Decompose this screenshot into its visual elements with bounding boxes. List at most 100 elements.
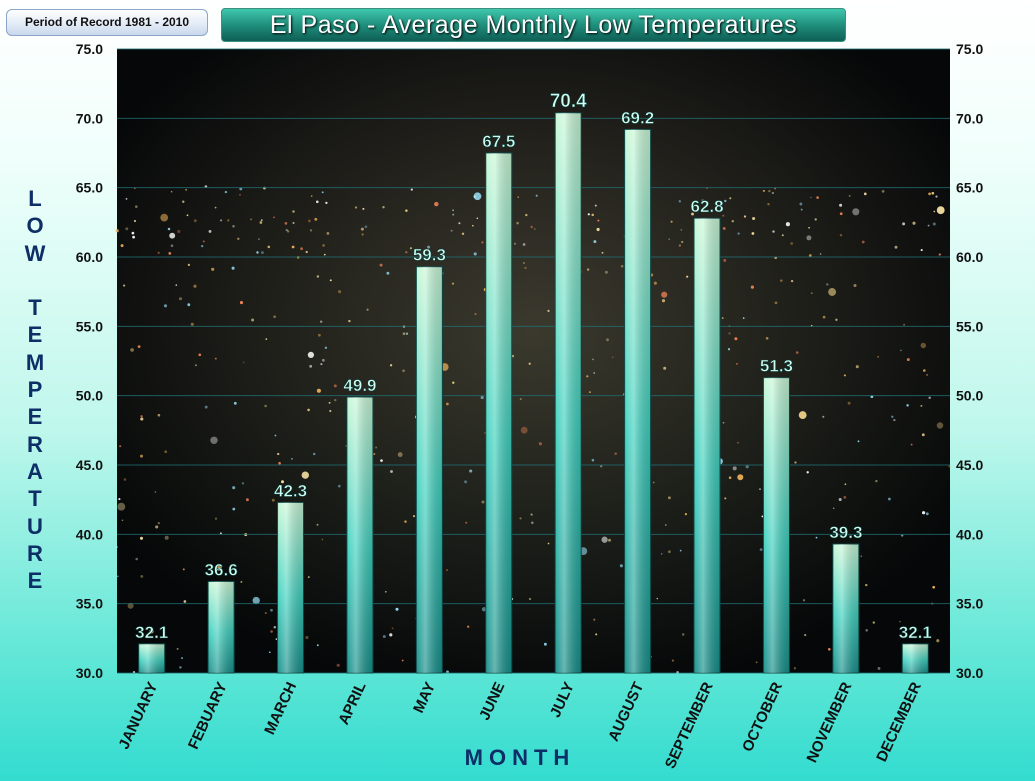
- city-light: [232, 225, 235, 228]
- city-light: [348, 319, 351, 323]
- bar-value-label: 36.6: [205, 560, 238, 579]
- bar-value-label: 59.3: [413, 246, 446, 265]
- city-light: [140, 415, 143, 418]
- city-light: [190, 322, 194, 326]
- bar-value-label: 42.3: [274, 481, 307, 500]
- city-light: [405, 209, 408, 212]
- city-light: [863, 192, 867, 196]
- y-axis-label-letter: L: [28, 186, 42, 211]
- x-tick-label: MAY: [410, 680, 439, 716]
- y-tick-label-right: 65.0: [956, 180, 983, 196]
- city-light: [275, 638, 278, 640]
- city-light: [133, 219, 137, 223]
- city-light: [164, 535, 169, 540]
- city-light: [267, 245, 271, 249]
- bar-shine: [763, 377, 790, 673]
- city-light: [899, 620, 901, 623]
- y-tick-label: 55.0: [76, 318, 103, 334]
- city-light: [877, 356, 879, 358]
- city-light: [652, 481, 655, 484]
- city-light: [179, 297, 182, 301]
- x-axis-label: MONTH: [464, 745, 576, 770]
- city-light: [361, 233, 364, 236]
- city-light: [606, 338, 609, 342]
- city-light: [513, 242, 517, 245]
- city-light: [334, 398, 337, 402]
- bar-shine: [208, 581, 235, 673]
- chart-title: El Paso - Average Monthly Low Temperatur…: [221, 8, 846, 42]
- city-light: [181, 657, 183, 660]
- city-light: [384, 590, 387, 593]
- city-light: [177, 229, 181, 234]
- city-light: [661, 291, 668, 298]
- city-light: [799, 202, 803, 206]
- y-axis-label-letter: W: [24, 240, 46, 266]
- city-light: [241, 482, 245, 485]
- city-light: [307, 408, 310, 412]
- city-light: [405, 250, 408, 254]
- city-light: [323, 253, 326, 256]
- city-light: [855, 365, 859, 369]
- city-light: [239, 187, 243, 191]
- x-tick-label: SEPTEMBER: [662, 679, 717, 771]
- city-light: [808, 254, 812, 257]
- city-light: [853, 283, 857, 288]
- city-light: [284, 222, 288, 225]
- city-light: [681, 240, 684, 244]
- city-light: [452, 381, 455, 384]
- city-light: [382, 635, 386, 638]
- city-light: [814, 218, 817, 221]
- city-light: [723, 258, 727, 262]
- city-light: [164, 450, 168, 454]
- city-light: [664, 524, 667, 526]
- y-tick-label: 65.0: [76, 180, 103, 196]
- city-light: [538, 442, 542, 446]
- y-tick-label-right: 75.0: [956, 41, 983, 57]
- city-light: [182, 200, 185, 203]
- city-light: [467, 625, 470, 628]
- city-light: [901, 534, 904, 537]
- city-light: [329, 279, 332, 282]
- city-light: [301, 471, 309, 479]
- city-light: [242, 361, 245, 364]
- y-tick-label: 30.0: [76, 665, 103, 681]
- city-light: [839, 203, 843, 207]
- y-tick-label: 60.0: [76, 249, 103, 265]
- city-light: [530, 513, 533, 516]
- city-light: [875, 479, 878, 483]
- city-light: [308, 219, 311, 223]
- city-light: [743, 215, 747, 218]
- city-light: [800, 208, 803, 211]
- city-light: [389, 364, 393, 367]
- city-light: [140, 417, 144, 421]
- city-light: [168, 252, 172, 255]
- city-light: [722, 214, 725, 217]
- city-light: [768, 189, 771, 193]
- city-light: [822, 415, 825, 418]
- city-light: [701, 199, 704, 202]
- y-tick-label-right: 30.0: [956, 665, 983, 681]
- city-light: [656, 597, 659, 600]
- city-light: [765, 336, 769, 340]
- city-light: [865, 583, 868, 587]
- city-light: [531, 521, 534, 525]
- city-light: [528, 362, 531, 365]
- y-tick-label: 75.0: [76, 41, 103, 57]
- city-light: [123, 478, 127, 481]
- city-light: [872, 621, 875, 624]
- city-light: [481, 607, 487, 612]
- city-light: [592, 358, 594, 361]
- city-light: [780, 279, 783, 282]
- city-light: [839, 212, 843, 216]
- city-light: [601, 251, 604, 254]
- city-light: [932, 222, 936, 226]
- city-light: [305, 635, 309, 640]
- city-light: [182, 568, 185, 571]
- city-light: [391, 627, 394, 630]
- bar-value-label: 70.4: [550, 91, 587, 112]
- city-light: [187, 263, 191, 267]
- city-light: [131, 231, 135, 235]
- city-light: [309, 229, 313, 232]
- city-light: [762, 189, 765, 192]
